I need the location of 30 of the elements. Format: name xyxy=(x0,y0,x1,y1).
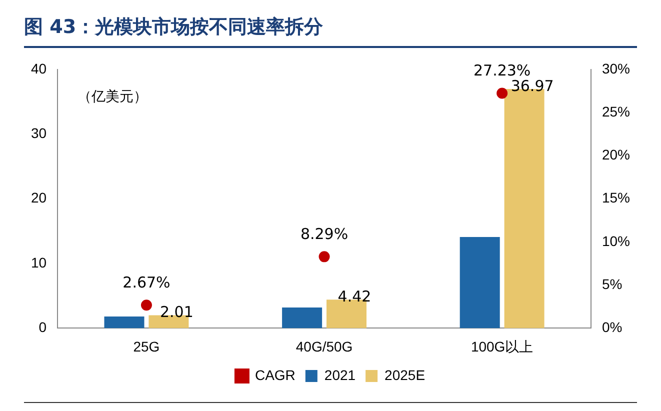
y2-tick-label: 0% xyxy=(602,319,622,336)
y-tick-label: 20 xyxy=(30,190,47,206)
point xyxy=(318,251,330,262)
y2-tick-label: 30% xyxy=(602,60,630,76)
legend-label: 2021 xyxy=(324,366,356,383)
y2-tick-label: 10% xyxy=(602,232,630,249)
data-label: 27.23% xyxy=(473,62,531,80)
bar xyxy=(282,307,322,328)
y-tick-label: 10 xyxy=(30,254,47,270)
bar xyxy=(326,300,367,328)
annotation: （亿美元） xyxy=(78,89,148,106)
y-tick-label: 40 xyxy=(30,60,47,76)
legend-label: CAGR xyxy=(254,366,296,383)
x-tick-label: 40G/50G xyxy=(296,338,353,354)
x-tick-label: 25G xyxy=(133,338,160,354)
point xyxy=(140,300,152,311)
chart-title: 图 43：光模块市场按不同速率拆分 xyxy=(24,14,637,48)
y-tick-label: 0 xyxy=(38,319,47,336)
y-tick-label: 30 xyxy=(30,124,47,141)
x-tick-label: 100G以上 xyxy=(470,338,534,354)
data-label: 8.29% xyxy=(300,225,348,244)
bar xyxy=(104,316,144,328)
y2-tick-label: 15% xyxy=(602,190,630,206)
y2-tick-label: 5% xyxy=(602,276,622,292)
data-label: 2.67% xyxy=(122,274,170,292)
legend-label: 2025E xyxy=(384,366,426,383)
bar xyxy=(460,236,500,328)
y2-tick-label: 25% xyxy=(602,103,630,120)
y2-tick-label: 20% xyxy=(602,146,630,163)
point xyxy=(496,88,508,99)
